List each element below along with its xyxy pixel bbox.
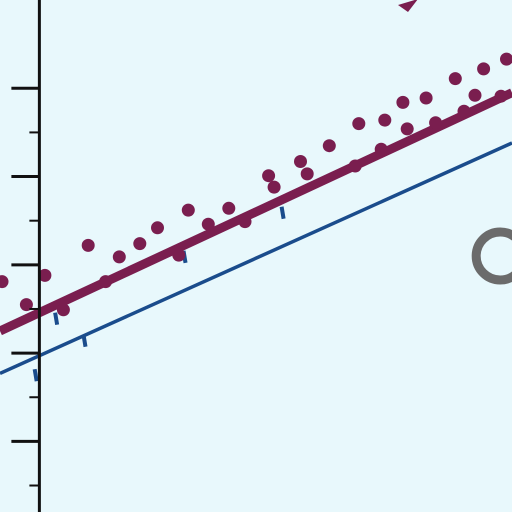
data-point: [352, 117, 366, 131]
data-point: [468, 88, 482, 102]
data-point: [99, 275, 113, 289]
data-point: [419, 91, 433, 105]
data-point: [133, 237, 147, 251]
data-point: [262, 169, 276, 183]
blue-marker: [81, 334, 88, 348]
data-point: [151, 221, 164, 235]
data-point: [477, 62, 491, 76]
data-point: [238, 215, 252, 229]
data-point: [112, 250, 126, 264]
data-point: [500, 52, 512, 66]
data-point: [38, 268, 52, 282]
ring-icon: [471, 227, 512, 285]
data-point: [201, 217, 215, 231]
data-point: [429, 116, 443, 130]
blue-marker: [32, 368, 39, 382]
data-point: [494, 89, 508, 103]
data-point: [56, 303, 70, 317]
data-point: [396, 95, 410, 109]
data-point: [81, 238, 95, 252]
data-point: [378, 113, 392, 127]
data-point: [172, 248, 186, 262]
data-point: [300, 167, 314, 181]
data-point: [400, 122, 414, 136]
scatter-points: [0, 52, 512, 317]
data-point: [19, 298, 33, 312]
data-point: [222, 201, 236, 215]
data-point: [448, 72, 462, 86]
data-point: [294, 155, 307, 168]
data-point: [0, 275, 9, 289]
data-point: [322, 139, 336, 153]
fit-line-1: [0, 88, 512, 336]
blue-marker: [279, 206, 286, 220]
data-point: [181, 203, 195, 217]
data-point: [457, 104, 471, 118]
blue-marker: [53, 312, 60, 326]
arrowhead-icon: [398, 0, 418, 12]
data-point: [374, 142, 388, 156]
data-point: [348, 159, 362, 173]
annotations: [398, 0, 512, 285]
y-axis: [11, 0, 41, 512]
data-point: [267, 180, 281, 194]
